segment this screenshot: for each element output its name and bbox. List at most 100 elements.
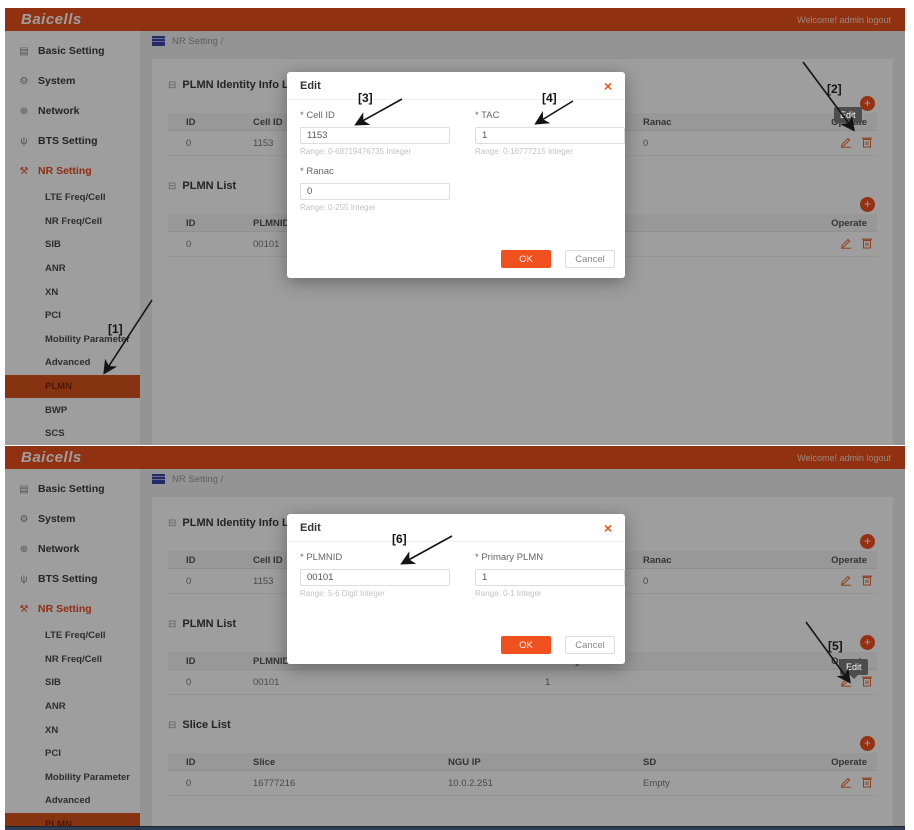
close-icon[interactable]: × <box>603 77 612 94</box>
add-button[interactable]: + <box>860 534 875 549</box>
add-button[interactable]: + <box>860 635 875 650</box>
sidebar-item-network[interactable]: ⊕ Network <box>19 105 80 117</box>
antenna-icon: ψ <box>20 573 28 585</box>
delete-icon[interactable] <box>861 237 873 249</box>
plmnid-input[interactable] <box>300 569 450 586</box>
wrench-icon: ⚒ <box>19 165 29 177</box>
baicells-logo: Baicells <box>21 11 82 28</box>
sidebar-item-network[interactable]: ⊕ Network <box>19 543 80 555</box>
antenna-icon: ψ <box>20 135 28 147</box>
sidebar-item-plmn[interactable]: PLMN <box>5 812 140 827</box>
sidebar-item-lte-freq-cell[interactable]: LTE Freq/Cell <box>45 192 106 204</box>
basic-setting-icon: ▤ <box>19 483 29 495</box>
section-slice-list: ⊟ Slice List <box>168 719 231 731</box>
edit-icon[interactable] <box>840 574 852 586</box>
section-plmn-identity-info-list: ⊟ PLMN Identity Info List <box>168 79 302 91</box>
sidebar-item-nr-freq-cell[interactable]: NR Freq/Cell <box>45 653 103 665</box>
cell-id-field-group: * Cell ID Range: 0-68719476735 Integer <box>300 110 450 156</box>
sidebar-item-mobility-parameter[interactable]: Mobility Parameter <box>45 771 130 783</box>
edit-icon[interactable] <box>840 136 852 148</box>
collapse-icon[interactable]: ⊟ <box>168 180 177 192</box>
sidebar: ▤ Basic Setting ⚙ System ⊕ Network ψ BTS Set… <box>5 469 140 827</box>
breadcrumb: NR Setting / <box>140 31 905 51</box>
wrench-icon: ⚒ <box>19 603 29 615</box>
ranac-field-group: * Ranac Range: 0-255 Integer <box>300 166 450 212</box>
sidebar-item-basic-setting[interactable]: ▤ Basic Setting <box>19 45 105 57</box>
sidebar-item-xn[interactable]: XN <box>45 724 59 736</box>
sidebar-item-mobility-parameter[interactable]: Mobility Parameter <box>45 333 130 345</box>
delete-icon[interactable] <box>861 776 873 788</box>
add-button[interactable]: + <box>860 736 875 751</box>
collapse-icon[interactable]: ⊟ <box>168 618 177 630</box>
menu-icon[interactable] <box>152 474 165 484</box>
sidebar-item-bts-setting[interactable]: ψ BTS Setting <box>5 126 140 156</box>
delete-icon[interactable] <box>861 136 873 148</box>
edit-tooltip: Edit <box>834 107 862 127</box>
sidebar-item-bts-setting[interactable]: ψ BTS Setting <box>5 564 140 594</box>
sidebar-item-nr-setting[interactable]: ⚒ NR Setting <box>19 603 92 615</box>
close-icon[interactable]: × <box>603 519 612 536</box>
annotation-label-1: [1] <box>108 322 123 336</box>
sidebar-item-nr-setting[interactable]: ⚒ NR Setting <box>19 165 92 177</box>
gear-icon: ⚙ <box>19 75 29 87</box>
sidebar-item-system[interactable]: ⚙ System <box>19 513 76 525</box>
annotation-label-2: [2] <box>827 82 842 96</box>
edit-dialog: Edit × * Cell ID Range: 0-68719476735 In… <box>287 72 625 278</box>
sidebar-item-nr-freq-cell[interactable]: NR Freq/Cell <box>45 215 103 227</box>
delete-icon[interactable] <box>861 675 873 687</box>
collapse-icon[interactable]: ⊟ <box>168 517 177 529</box>
tac-input[interactable] <box>475 127 625 144</box>
table-header: ID Slice NGU IP SD Operate <box>168 753 877 771</box>
sidebar-item-basic-setting[interactable]: ▤ Basic Setting <box>19 483 105 495</box>
sidebar-item-anr[interactable]: ANR <box>45 701 66 713</box>
ok-button[interactable]: OK <box>501 636 551 654</box>
add-button[interactable]: + <box>860 197 875 212</box>
sidebar: ▤ Basic Setting ⚙ System ⊕ Network ψ BTS Set… <box>5 31 140 445</box>
dialog-title: Edit <box>300 521 321 534</box>
ok-button[interactable]: OK <box>501 250 551 268</box>
edit-icon[interactable] <box>840 237 852 249</box>
annotation-label-5: [5] <box>828 639 843 653</box>
window-bottom-edge <box>5 826 905 830</box>
sidebar-item-xn[interactable]: XN <box>45 286 59 298</box>
section-plmn-identity-info-list: ⊟ PLMN Identity Info List <box>168 517 302 529</box>
delete-icon[interactable] <box>861 574 873 586</box>
globe-icon: ⊕ <box>19 105 29 117</box>
menu-icon[interactable] <box>152 36 165 46</box>
breadcrumb: NR Setting / <box>140 469 905 489</box>
basic-setting-icon: ▤ <box>19 45 29 57</box>
cancel-button[interactable]: Cancel <box>565 636 615 654</box>
sidebar-item-sib[interactable]: SIB <box>45 677 61 689</box>
dialog-title: Edit <box>300 79 321 92</box>
sidebar-item-advanced[interactable]: Advanced <box>45 357 91 369</box>
welcome-text[interactable]: Welcome! admin logout <box>797 14 891 25</box>
annotation-label-3: [3] <box>358 91 373 105</box>
cancel-button[interactable]: Cancel <box>565 250 615 268</box>
tac-field-group: * TAC Range: 0-16777215 Integer <box>475 110 625 156</box>
sidebar-item-anr[interactable]: ANR <box>45 263 66 275</box>
baicells-logo: Baicells <box>21 449 82 466</box>
sidebar-item-plmn[interactable]: PLMN <box>5 374 140 399</box>
section-plmn-list: ⊟ PLMN List <box>168 618 237 630</box>
sidebar-item-system[interactable]: ⚙ System <box>19 75 76 87</box>
edit-icon[interactable] <box>840 776 852 788</box>
sidebar-item-bwp[interactable]: BWP <box>45 404 68 416</box>
collapse-icon[interactable]: ⊟ <box>168 719 177 731</box>
sidebar-item-pci[interactable]: PCI <box>45 748 61 760</box>
annotation-label-4: [4] <box>542 91 557 105</box>
add-button[interactable]: + <box>860 96 875 111</box>
cell-id-input[interactable] <box>300 127 450 144</box>
gear-icon: ⚙ <box>19 513 29 525</box>
sidebar-item-pci[interactable]: PCI <box>45 310 61 322</box>
sidebar-item-advanced[interactable]: Advanced <box>45 795 91 807</box>
sidebar-item-lte-freq-cell[interactable]: LTE Freq/Cell <box>45 630 106 642</box>
app-header: Baicells Welcome! admin logout <box>5 8 905 31</box>
primary-plmn-input[interactable] <box>475 569 625 586</box>
collapse-icon[interactable]: ⊟ <box>168 79 177 91</box>
annotation-label-6: [6] <box>392 532 407 546</box>
sidebar-item-scs[interactable]: SCS <box>45 428 65 440</box>
ranac-input[interactable] <box>300 183 450 200</box>
welcome-text[interactable]: Welcome! admin logout <box>797 452 891 463</box>
section-plmn-list: ⊟ PLMN List <box>168 180 237 192</box>
sidebar-item-sib[interactable]: SIB <box>45 239 61 251</box>
